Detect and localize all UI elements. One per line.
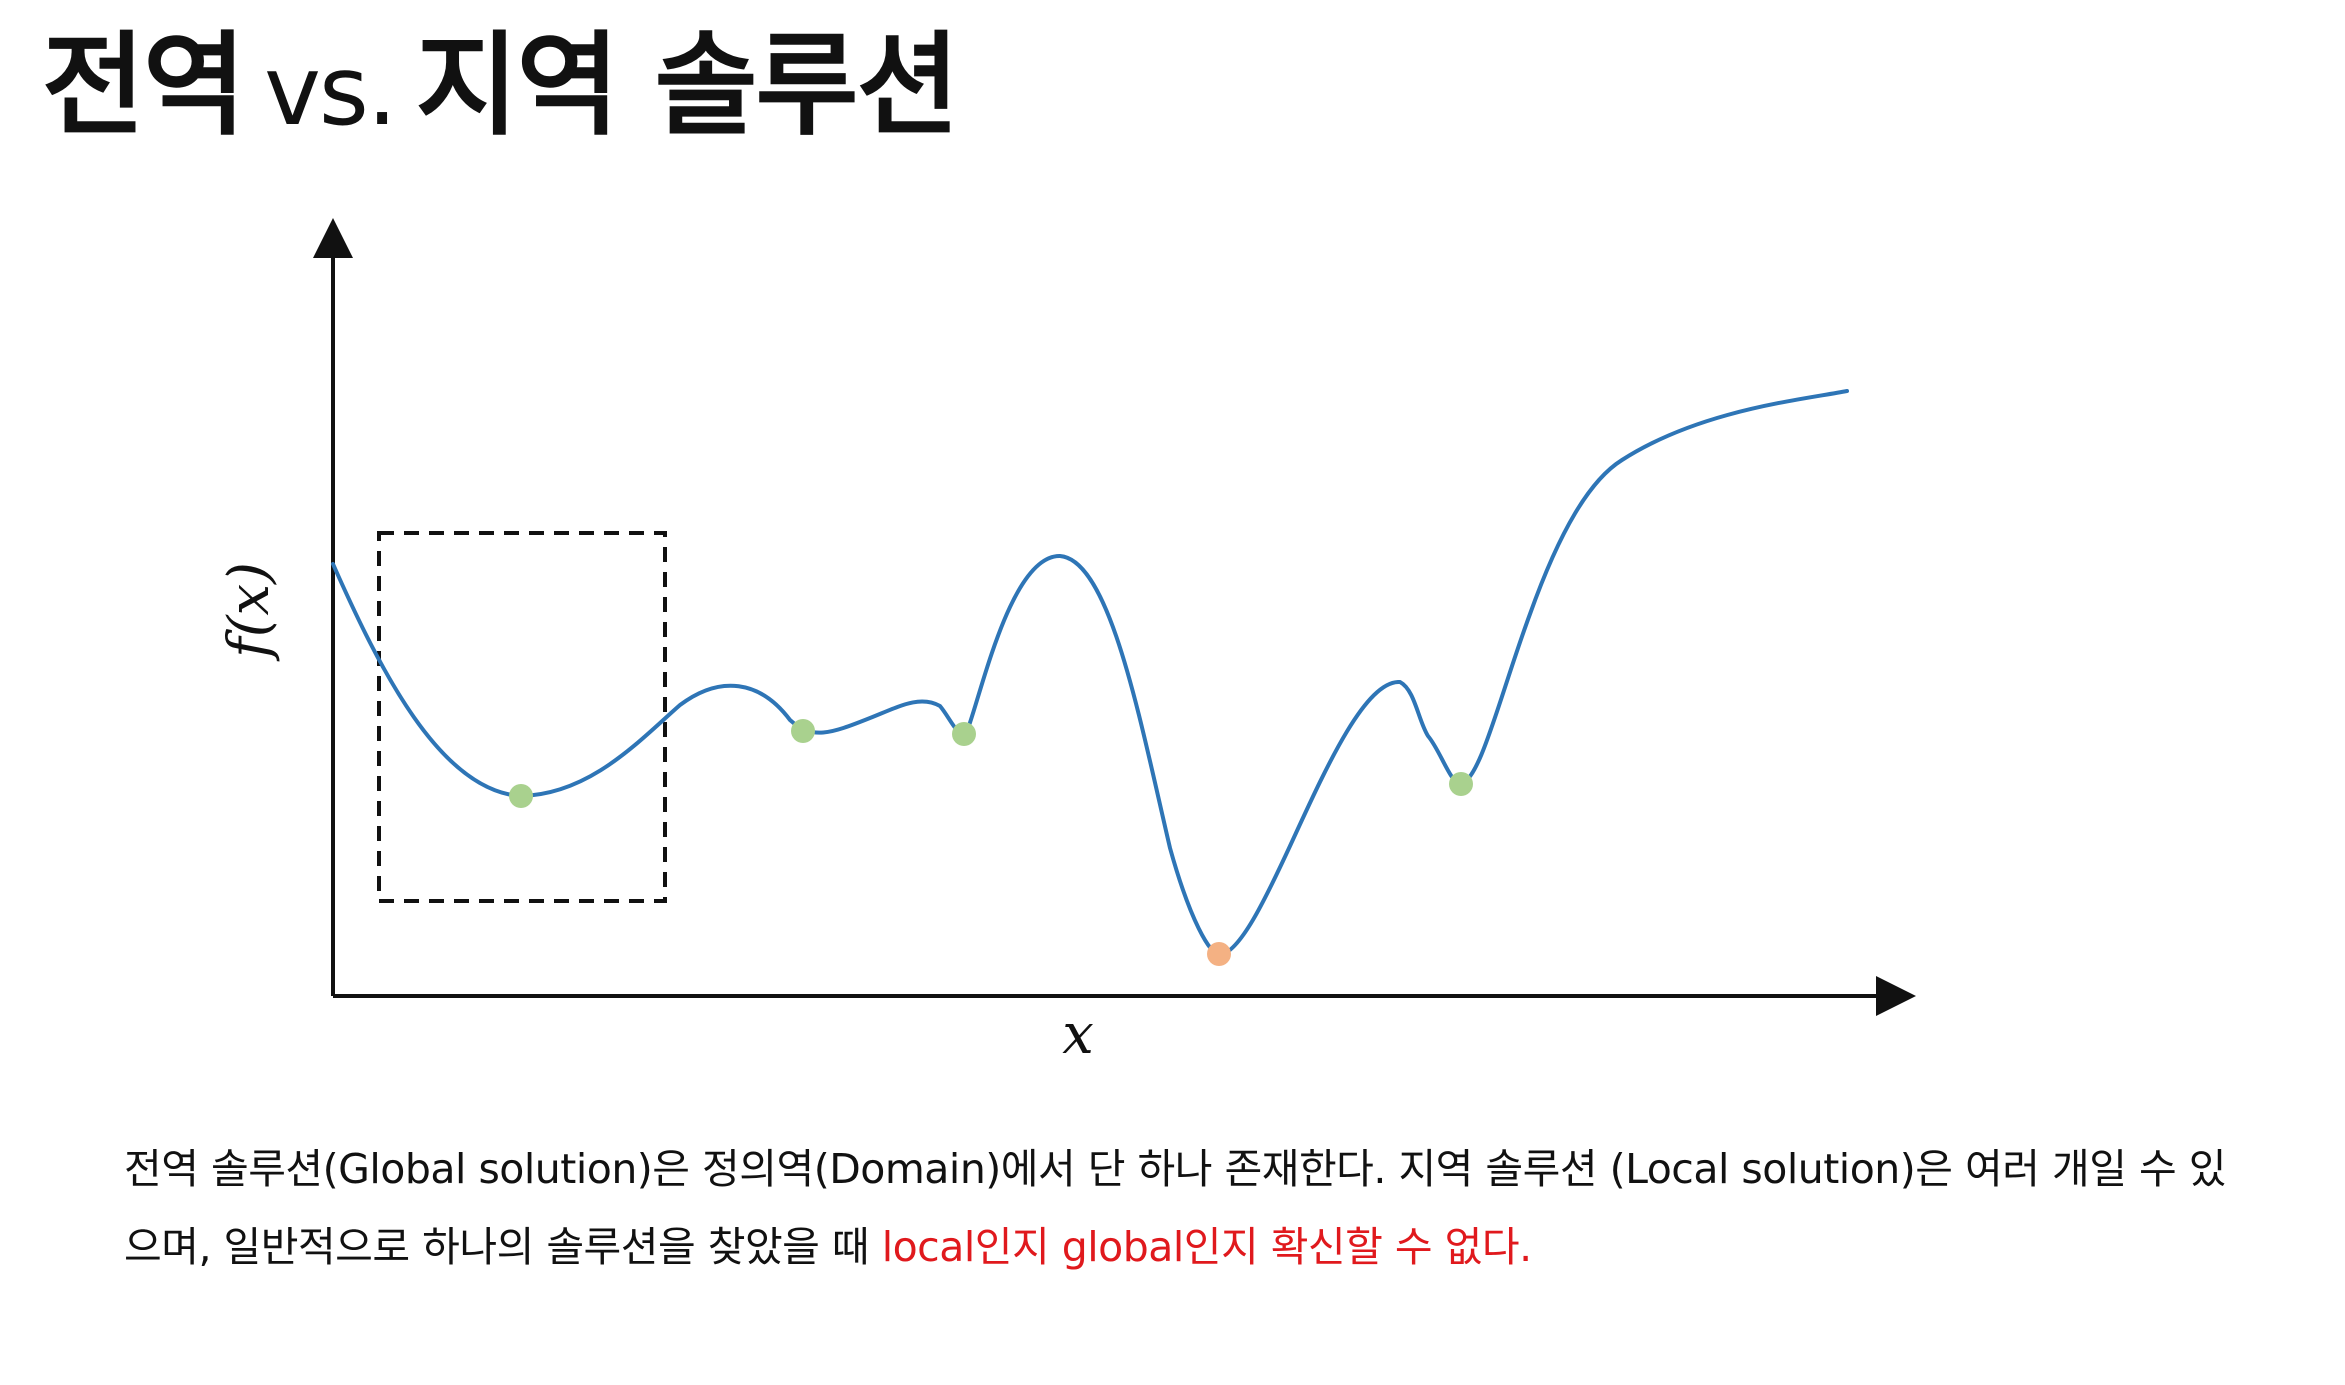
local-minimum-point xyxy=(509,784,533,808)
y-axis-label: f(x) xyxy=(217,562,282,662)
function-curve xyxy=(331,389,1849,957)
title-global: 전역 xyxy=(42,21,246,151)
description-text: 전역 솔루션(Global solution)은 정의역(Domain)에서 단… xyxy=(124,1130,2244,1286)
description-main: 전역 솔루션(Global solution)은 정의역(Domain)에서 단… xyxy=(124,1145,2226,1271)
local-minimum-point xyxy=(791,719,815,743)
title-local-solution: 지역 솔루션 xyxy=(415,21,959,151)
global-minimum-point xyxy=(1207,942,1231,966)
description-emphasis: local인지 global인지 확신할 수 없다. xyxy=(881,1223,1532,1271)
local-minimum-point xyxy=(1449,772,1473,796)
local-minimum-point xyxy=(952,722,976,746)
page-title: 전역 vs. 지역 솔루션 xyxy=(42,21,960,151)
x-axis-label: x xyxy=(1062,1002,1094,1067)
title-vs: vs. xyxy=(264,35,397,147)
highlight-box xyxy=(377,531,667,903)
